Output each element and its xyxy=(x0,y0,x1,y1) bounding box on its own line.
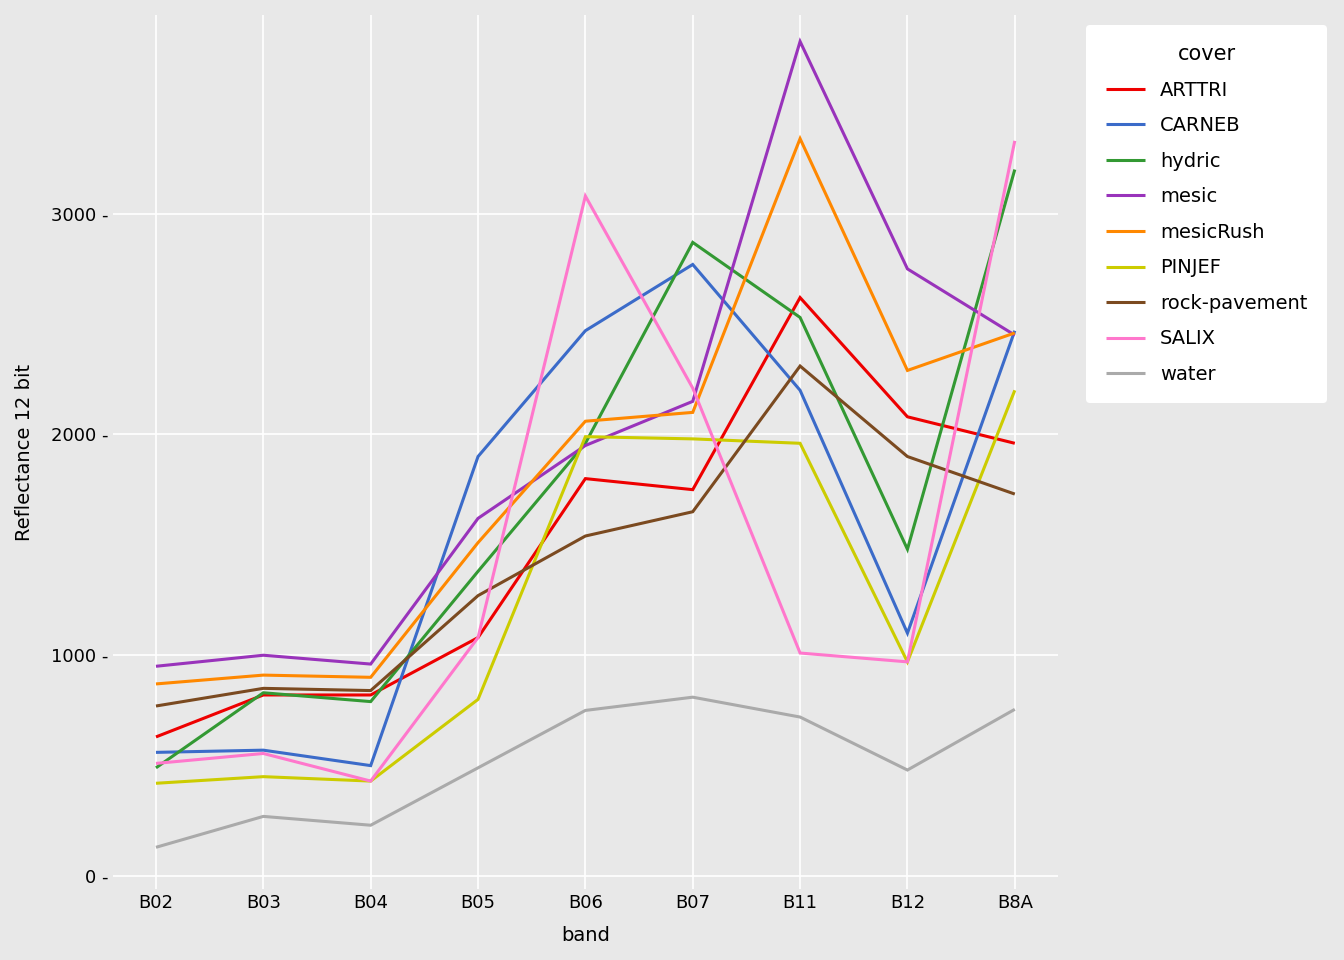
PINJEF xyxy=(899,656,915,667)
water xyxy=(578,705,594,716)
CARNEB xyxy=(684,258,700,270)
CARNEB xyxy=(792,385,808,396)
water xyxy=(899,764,915,776)
hydric xyxy=(792,312,808,324)
ARTTRI xyxy=(684,484,700,495)
SALIX xyxy=(363,776,379,787)
PINJEF xyxy=(684,433,700,444)
CARNEB xyxy=(148,747,164,758)
Line: SALIX: SALIX xyxy=(156,141,1015,781)
PINJEF xyxy=(363,776,379,787)
CARNEB xyxy=(470,451,487,463)
mesic xyxy=(1007,329,1023,341)
water xyxy=(470,762,487,774)
Line: ARTTRI: ARTTRI xyxy=(156,298,1015,737)
mesic xyxy=(470,513,487,524)
ARTTRI xyxy=(363,689,379,701)
mesic xyxy=(148,660,164,672)
rock-pavement xyxy=(148,700,164,711)
Line: water: water xyxy=(156,697,1015,848)
hydric xyxy=(148,762,164,774)
ARTTRI xyxy=(148,732,164,743)
hydric xyxy=(578,438,594,449)
water xyxy=(684,691,700,703)
SALIX xyxy=(899,656,915,667)
CARNEB xyxy=(363,760,379,772)
Line: mesicRush: mesicRush xyxy=(156,138,1015,684)
mesic xyxy=(899,263,915,275)
Line: CARNEB: CARNEB xyxy=(156,264,1015,766)
water xyxy=(148,842,164,853)
mesicRush xyxy=(1007,327,1023,339)
PINJEF xyxy=(578,431,594,443)
SALIX xyxy=(255,748,271,759)
mesic xyxy=(363,659,379,670)
SALIX xyxy=(470,632,487,643)
mesicRush xyxy=(684,407,700,419)
water xyxy=(792,711,808,723)
rock-pavement xyxy=(792,360,808,372)
Line: hydric: hydric xyxy=(156,170,1015,768)
PINJEF xyxy=(255,771,271,782)
Line: rock-pavement: rock-pavement xyxy=(156,366,1015,706)
CARNEB xyxy=(1007,324,1023,336)
SALIX xyxy=(1007,135,1023,147)
rock-pavement xyxy=(470,589,487,601)
water xyxy=(255,810,271,822)
mesic xyxy=(792,36,808,47)
CARNEB xyxy=(578,324,594,336)
ARTTRI xyxy=(470,632,487,643)
X-axis label: band: band xyxy=(560,926,610,945)
mesicRush xyxy=(792,132,808,144)
CARNEB xyxy=(255,744,271,756)
PINJEF xyxy=(1007,385,1023,396)
SALIX xyxy=(684,382,700,394)
mesicRush xyxy=(470,537,487,548)
mesicRush xyxy=(899,365,915,376)
rock-pavement xyxy=(899,451,915,463)
PINJEF xyxy=(148,778,164,789)
Line: PINJEF: PINJEF xyxy=(156,391,1015,783)
hydric xyxy=(684,236,700,248)
rock-pavement xyxy=(255,683,271,694)
ARTTRI xyxy=(792,292,808,303)
CARNEB xyxy=(899,628,915,639)
hydric xyxy=(1007,164,1023,176)
Legend: ARTTRI, CARNEB, hydric, mesic, mesicRush, PINJEF, rock-pavement, SALIX, water: ARTTRI, CARNEB, hydric, mesic, mesicRush… xyxy=(1086,25,1327,403)
rock-pavement xyxy=(1007,489,1023,500)
SALIX xyxy=(792,647,808,659)
rock-pavement xyxy=(684,506,700,517)
ARTTRI xyxy=(578,473,594,485)
Line: mesic: mesic xyxy=(156,41,1015,666)
mesic xyxy=(684,396,700,407)
hydric xyxy=(255,687,271,699)
rock-pavement xyxy=(578,530,594,541)
mesicRush xyxy=(255,669,271,681)
ARTTRI xyxy=(1007,438,1023,449)
water xyxy=(1007,704,1023,715)
hydric xyxy=(470,565,487,577)
mesic xyxy=(255,650,271,661)
PINJEF xyxy=(470,694,487,706)
ARTTRI xyxy=(255,689,271,701)
SALIX xyxy=(148,757,164,769)
water xyxy=(363,820,379,831)
hydric xyxy=(899,543,915,555)
mesicRush xyxy=(148,678,164,689)
ARTTRI xyxy=(899,411,915,422)
mesicRush xyxy=(578,416,594,427)
SALIX xyxy=(578,190,594,202)
mesic xyxy=(578,440,594,451)
PINJEF xyxy=(792,438,808,449)
rock-pavement xyxy=(363,684,379,696)
Y-axis label: Reflectance 12 bit: Reflectance 12 bit xyxy=(15,364,34,540)
mesicRush xyxy=(363,672,379,684)
hydric xyxy=(363,696,379,708)
